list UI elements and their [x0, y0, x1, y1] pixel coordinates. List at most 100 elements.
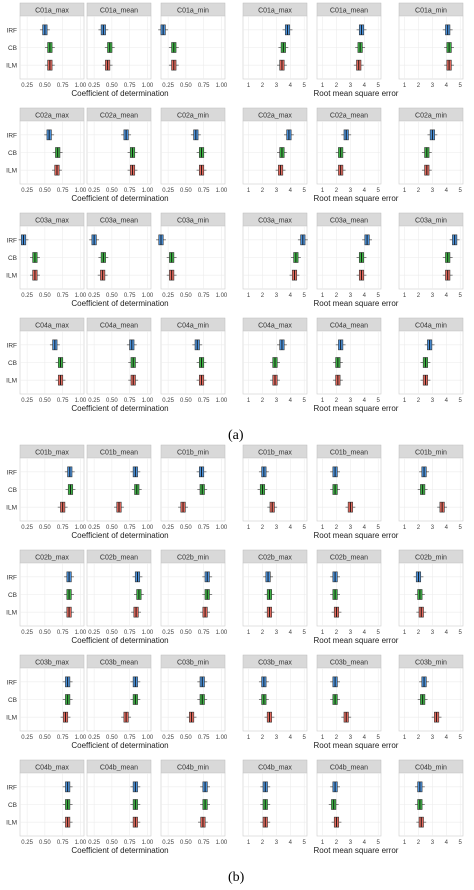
facet-strip-label: C02b_mean — [330, 555, 368, 562]
tick-label: 0.25 — [88, 840, 100, 846]
tick-label: 5 — [459, 735, 463, 741]
tick-label: 4 — [289, 83, 293, 89]
tick-label: 0.25 — [162, 83, 174, 89]
facet-strip-label: C04a_max — [35, 323, 69, 330]
row-category-label: IRF — [7, 27, 18, 34]
panel-label-a: (a) — [228, 428, 244, 443]
tick-label: 3 — [431, 840, 435, 846]
facet-strip-label: C03b_mean — [100, 660, 138, 667]
tick-label: 4 — [445, 735, 449, 741]
tick-label: 5 — [377, 840, 381, 846]
facet-strip-label: C04a_max — [258, 323, 292, 330]
tick-label: 0.75 — [124, 735, 136, 741]
tick-label: 0.25 — [88, 398, 100, 404]
tick-label: 1.00 — [142, 630, 154, 636]
tick-label: 2 — [417, 398, 421, 404]
tick-label: 2 — [335, 293, 339, 299]
tick-label: 0.50 — [180, 83, 192, 89]
tick-label: 0.50 — [180, 735, 192, 741]
tick-label: 1.00 — [142, 398, 154, 404]
tick-label: 1.00 — [75, 630, 87, 636]
x-axis-title-r2: Coefficient of determination — [71, 89, 168, 98]
tick-label: 2 — [335, 188, 339, 194]
tick-label: 0.25 — [21, 525, 33, 531]
tick-label: 0.75 — [124, 188, 136, 194]
facet-strip-label: C03b_max — [35, 660, 69, 667]
x-axis-title-r2: Coefficient of determination — [71, 404, 168, 413]
tick-label: 3 — [349, 525, 353, 531]
x-axis-title-r2: Coefficient of determination — [71, 194, 168, 203]
facet-strip-label: C04a_mean — [330, 323, 368, 330]
tick-label: 0.75 — [57, 840, 69, 846]
tick-label: 1.00 — [216, 83, 228, 89]
tick-label: 1.00 — [75, 840, 87, 846]
tick-label: 0.50 — [180, 188, 192, 194]
row-category-label: CB — [8, 360, 17, 367]
facet-strip-label: C01a_min — [177, 8, 209, 15]
x-axis-title-r2: Coefficient of determination — [71, 846, 168, 855]
tick-label: 3 — [431, 188, 435, 194]
tick-label: 0.50 — [39, 525, 51, 531]
tick-label: 3 — [275, 630, 279, 636]
tick-label: 0.25 — [162, 630, 174, 636]
row-category-label: IRF — [7, 237, 18, 244]
tick-label: 1 — [321, 398, 325, 404]
tick-label: 0.50 — [180, 840, 192, 846]
row-category-label: IRF — [7, 342, 18, 349]
facet-strip-label: C03a_min — [415, 218, 447, 225]
tick-label: 1.00 — [216, 293, 228, 299]
facet-strip-label: C01b_min — [415, 450, 447, 457]
facet-strip-label: C04b_min — [177, 765, 209, 772]
facet-strip-label: C03b_min — [177, 660, 209, 667]
tick-label: 2 — [417, 630, 421, 636]
tick-label: 0.25 — [162, 398, 174, 404]
tick-label: 3 — [275, 188, 279, 194]
tick-label: 1 — [321, 840, 325, 846]
tick-label: 0.50 — [180, 398, 192, 404]
tick-label: 3 — [431, 525, 435, 531]
facet-strip-label: C03a_mean — [100, 218, 138, 225]
tick-label: 0.25 — [162, 188, 174, 194]
facet-strip-label: C02a_mean — [330, 113, 368, 120]
x-axis-title-rmse: Root mean square error — [314, 846, 399, 855]
facet-strip-label: C01b_min — [177, 450, 209, 457]
tick-label: 0.50 — [180, 525, 192, 531]
facet-strip-label: C02a_min — [177, 113, 209, 120]
facet-strip-label: C04a_min — [415, 323, 447, 330]
tick-label: 4 — [363, 735, 367, 741]
tick-label: 2 — [417, 735, 421, 741]
facet-strip-label: C02b_max — [258, 555, 292, 562]
tick-label: 1.00 — [75, 525, 87, 531]
tick-label: 1 — [247, 735, 251, 741]
facet-strip-label: C02b_max — [35, 555, 69, 562]
tick-label: 4 — [363, 398, 367, 404]
tick-label: 1 — [321, 525, 325, 531]
tick-label: 1 — [247, 525, 251, 531]
tick-label: 4 — [289, 188, 293, 194]
tick-label: 1.00 — [75, 735, 87, 741]
tick-label: 0.25 — [21, 735, 33, 741]
tick-label: 5 — [303, 188, 307, 194]
tick-label: 1.00 — [75, 398, 87, 404]
tick-label: 5 — [377, 83, 381, 89]
tick-label: 3 — [349, 398, 353, 404]
tick-label: 4 — [445, 293, 449, 299]
tick-label: 3 — [431, 398, 435, 404]
tick-label: 0.25 — [21, 840, 33, 846]
tick-label: 0.50 — [106, 840, 118, 846]
tick-label: 4 — [363, 83, 367, 89]
facet-strip-label: C01b_max — [35, 450, 69, 457]
tick-label: 0.50 — [106, 293, 118, 299]
tick-label: 1.00 — [216, 840, 228, 846]
tick-label: 1 — [403, 293, 407, 299]
tick-label: 1.00 — [142, 525, 154, 531]
tick-label: 0.75 — [124, 840, 136, 846]
tick-label: 5 — [459, 293, 463, 299]
tick-label: 4 — [289, 840, 293, 846]
tick-label: 1.00 — [142, 83, 154, 89]
tick-label: 5 — [303, 293, 307, 299]
tick-label: 5 — [303, 83, 307, 89]
tick-label: 5 — [459, 525, 463, 531]
row-category-label: IRF — [7, 574, 18, 581]
tick-label: 0.50 — [39, 83, 51, 89]
